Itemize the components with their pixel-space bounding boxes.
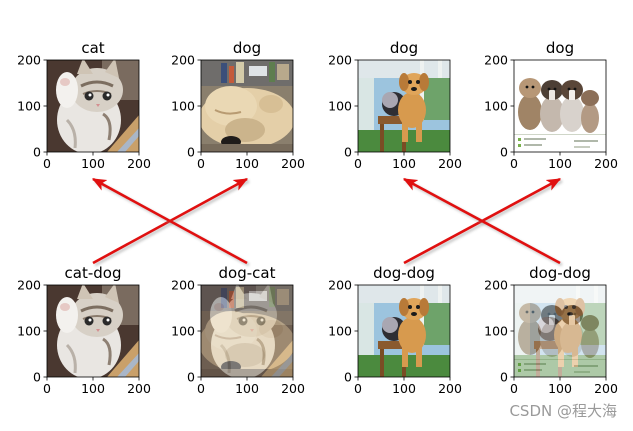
y-tick-label: 200 xyxy=(171,278,195,293)
panel-4: cat-dog 0 100 200 0 100 200 xyxy=(17,264,151,396)
x-tick-label: 200 xyxy=(594,381,618,396)
x-tick-label: 100 xyxy=(392,156,416,171)
y-tick-label: 0 xyxy=(344,370,352,385)
x-tick-label: 0 xyxy=(510,381,518,396)
x-tick-label: 200 xyxy=(438,381,462,396)
x-tick-label: 200 xyxy=(281,156,305,171)
x-tick-label: 100 xyxy=(81,156,105,171)
x-tick-label: 200 xyxy=(281,381,305,396)
y-tick-label: 200 xyxy=(17,53,41,68)
watermark: CSDN @程大海 xyxy=(509,402,617,420)
x-tick-label: 0 xyxy=(354,381,362,396)
panel-image xyxy=(201,60,293,152)
swap-arrow xyxy=(402,177,563,267)
panel-6: dog-dog 0 100 200 0 100 200 xyxy=(328,264,462,396)
y-tick-label: 100 xyxy=(17,324,41,339)
y-tick-label: 0 xyxy=(187,370,195,385)
y-tick-label: 100 xyxy=(328,99,352,114)
y-tick-label: 200 xyxy=(328,53,352,68)
panel-1: dog 0 100 200 0 100 200 xyxy=(171,39,305,171)
x-tick-label: 100 xyxy=(235,381,259,396)
x-tick-label: 100 xyxy=(81,381,105,396)
panel-title: cat xyxy=(81,39,104,57)
x-tick-label: 0 xyxy=(510,156,518,171)
y-tick-label: 100 xyxy=(484,324,508,339)
x-tick-label: 0 xyxy=(197,381,205,396)
panel-3: dog 0 100 200 0 100 200 xyxy=(484,39,618,171)
x-tick-label: 0 xyxy=(43,381,51,396)
x-tick-label: 0 xyxy=(354,156,362,171)
panel-image xyxy=(514,60,606,152)
y-tick-label: 0 xyxy=(187,145,195,160)
x-tick-label: 200 xyxy=(594,156,618,171)
panel-image xyxy=(358,60,450,152)
panel-0: cat 0 100 200 0 100 200 xyxy=(17,39,151,171)
x-tick-label: 100 xyxy=(392,381,416,396)
panel-title: cat-dog xyxy=(65,264,122,282)
panel-title: dog xyxy=(390,39,418,57)
x-tick-label: 200 xyxy=(127,381,151,396)
panel-image xyxy=(47,60,139,152)
y-tick-label: 200 xyxy=(17,278,41,293)
y-tick-label: 100 xyxy=(328,324,352,339)
x-tick-label: 100 xyxy=(548,381,572,396)
panel-title: dog xyxy=(546,39,574,57)
y-tick-label: 200 xyxy=(484,53,508,68)
y-tick-label: 100 xyxy=(171,99,195,114)
panel-5: dog-cat 0 100 200 0 100 200 xyxy=(171,264,305,396)
panel-title: dog-dog xyxy=(373,264,435,282)
panel-title: dog xyxy=(233,39,261,57)
y-tick-label: 0 xyxy=(33,145,41,160)
y-tick-label: 100 xyxy=(171,324,195,339)
y-tick-label: 200 xyxy=(171,53,195,68)
y-tick-label: 100 xyxy=(17,99,41,114)
x-tick-label: 200 xyxy=(438,156,462,171)
y-tick-label: 0 xyxy=(500,370,508,385)
x-tick-label: 0 xyxy=(197,156,205,171)
panel-title: dog-cat xyxy=(219,264,276,282)
panel-image xyxy=(201,285,293,377)
y-tick-label: 0 xyxy=(500,145,508,160)
y-tick-label: 0 xyxy=(344,145,352,160)
panel-2: dog 0 100 200 0 100 200 xyxy=(328,39,462,171)
y-tick-label: 100 xyxy=(484,99,508,114)
panel-image xyxy=(514,285,606,377)
panel-title: dog-dog xyxy=(529,264,591,282)
x-tick-label: 200 xyxy=(127,156,151,171)
panel-image xyxy=(358,285,450,377)
panel-image xyxy=(47,285,139,377)
panel-7: dog-dog 0 100 200 0 100 200 xyxy=(484,264,618,396)
x-tick-label: 0 xyxy=(43,156,51,171)
swap-arrow xyxy=(91,177,250,267)
x-tick-label: 100 xyxy=(235,156,259,171)
x-tick-label: 100 xyxy=(548,156,572,171)
y-tick-label: 200 xyxy=(484,278,508,293)
y-tick-label: 200 xyxy=(328,278,352,293)
y-tick-label: 0 xyxy=(33,370,41,385)
